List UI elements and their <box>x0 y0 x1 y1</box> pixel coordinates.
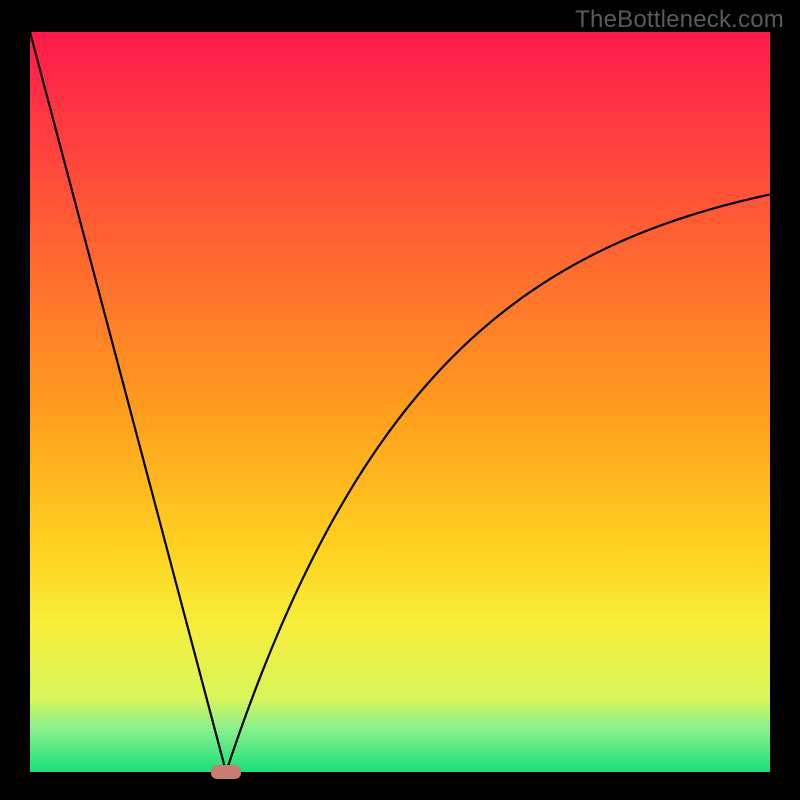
bottleneck-curve <box>30 32 770 772</box>
curve-svg <box>0 0 800 800</box>
minimum-marker <box>211 765 241 779</box>
chart-container: TheBottleneck.com <box>0 0 800 800</box>
